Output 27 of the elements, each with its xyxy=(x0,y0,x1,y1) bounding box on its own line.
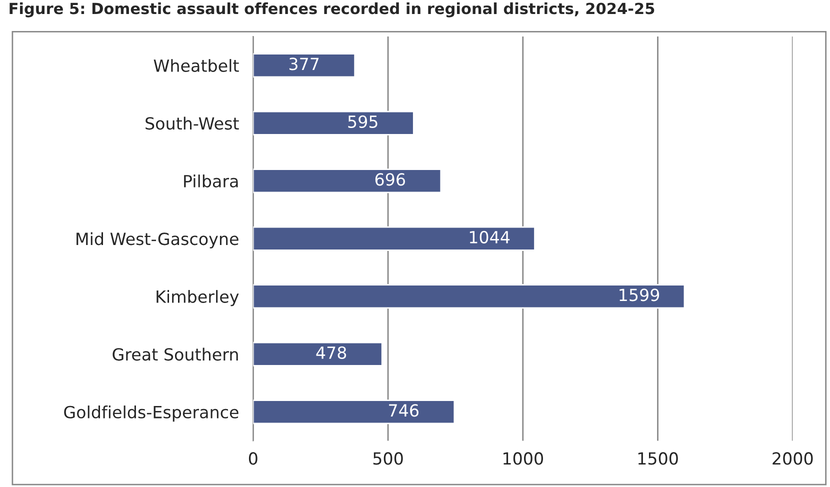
data-label: 746 xyxy=(389,404,418,417)
bar xyxy=(253,284,686,309)
data-label: 377 xyxy=(289,58,319,70)
data-label: 1044 xyxy=(470,230,510,244)
x-tick-label: 500 xyxy=(373,452,403,465)
data-label: 478 xyxy=(316,346,346,359)
x-tick-label: 2000 xyxy=(772,452,813,465)
bar xyxy=(253,400,456,424)
y-tick-label: Great Southern xyxy=(112,348,238,361)
bar xyxy=(253,168,442,194)
y-tick-label: Wheatbelt xyxy=(154,59,239,72)
data-label: 696 xyxy=(375,173,405,186)
x-tick-label: 1000 xyxy=(504,452,543,465)
x-tick-label: 1500 xyxy=(638,452,678,465)
x-tick-label: 0 xyxy=(248,452,258,465)
y-tick-label: Pilbara xyxy=(184,174,238,188)
bar xyxy=(253,53,356,78)
bar xyxy=(253,226,536,251)
chart-title: Figure 5: Domestic assault offences recorded in regional districts, 2024-25 xyxy=(10,2,654,18)
y-tick-label: Mid West-Gascoyne xyxy=(76,232,238,248)
bar xyxy=(253,110,414,136)
y-tick-label: Goldfields-Esperance xyxy=(64,406,238,422)
bar xyxy=(253,342,383,366)
y-tick-label: Kimberley xyxy=(156,290,239,306)
data-label: 1599 xyxy=(620,288,660,302)
data-label: 595 xyxy=(348,115,378,128)
y-tick-label: South-West xyxy=(146,116,239,130)
